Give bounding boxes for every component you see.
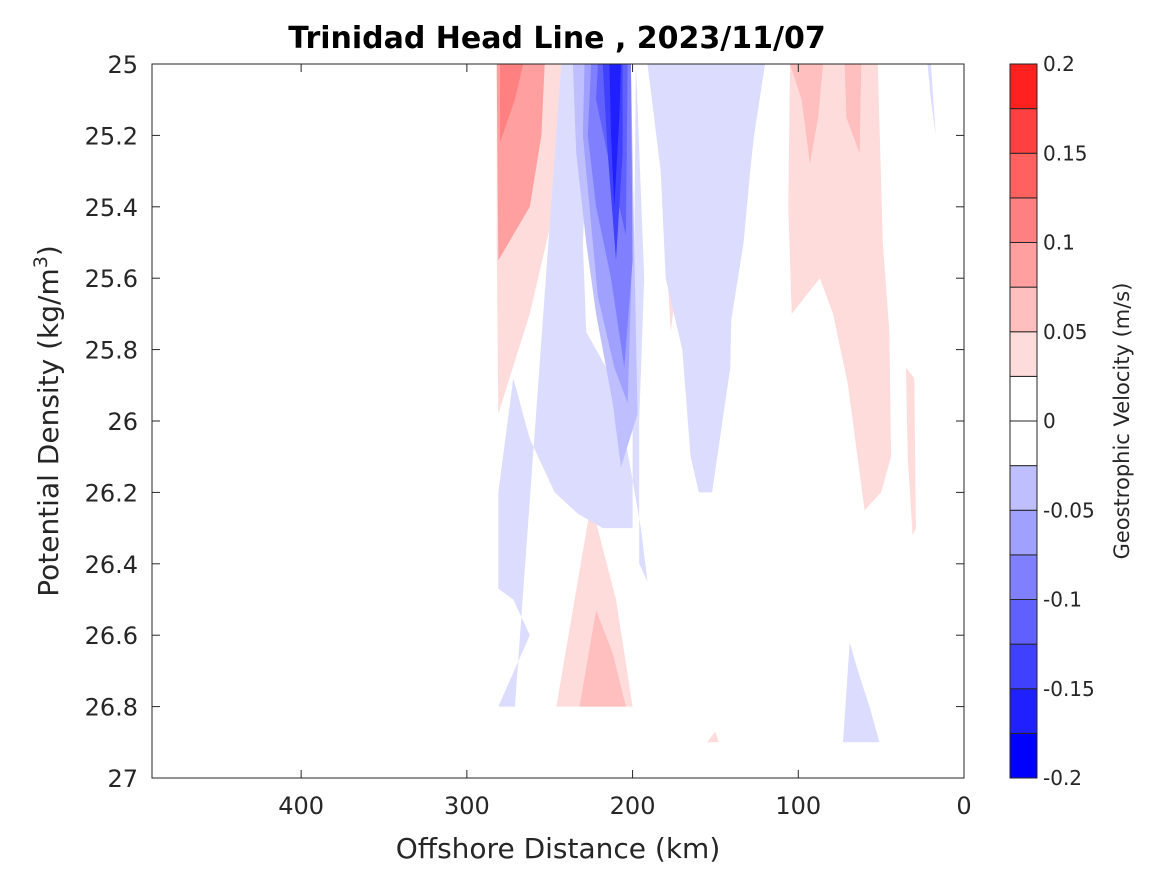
colorbar-label: Geostrophic Velocity (m/s) [1110, 283, 1134, 560]
y-ticks: 25 25.2 25.4 25.6 25.8 26 26.2 26.4 26.6 26.8 27 [85, 51, 964, 793]
contour-region-2 [500, 64, 524, 143]
contour-fills [496, 64, 936, 743]
contour-region-6 [790, 64, 824, 164]
colorbar-tick-label: -0.2 [1043, 766, 1082, 790]
y-tick-label: 27 [107, 765, 138, 793]
colorbar-tick-label: 0.2 [1043, 52, 1075, 76]
contour-region-8 [906, 367, 916, 536]
y-tick-label: 26 [107, 408, 138, 436]
y-tick-label: 26.6 [85, 622, 138, 650]
y-tick-label: 26.8 [85, 694, 138, 722]
colorbar-swatch [1009, 420, 1038, 467]
colorbar-tick-label: 0.05 [1043, 320, 1088, 344]
y-axis-label-superscript: 3 [30, 256, 52, 268]
y-tick-label: 25.8 [85, 337, 138, 365]
colorbar-swatches [1009, 63, 1038, 779]
x-ticks: 400 300 200 100 0 [278, 64, 972, 820]
colorbar: -0.2 -0.15 -0.1 -0.05 0 0.05 0.1 0.15 0.2 Geostr… [1009, 52, 1134, 790]
contour-region-18 [609, 64, 621, 207]
contour-region-9 [556, 503, 633, 707]
colorbar-swatch [1009, 152, 1038, 199]
y-tick-label: 26.2 [85, 479, 138, 507]
colorbar-swatch [1009, 554, 1038, 600]
x-axis-label: Offshore Distance (km) [396, 832, 721, 865]
contour-region-5 [788, 64, 892, 511]
y-tick-label: 25 [107, 51, 138, 79]
x-tick-label: 0 [956, 792, 971, 820]
colorbar-swatch [1009, 286, 1038, 333]
colorbar-swatch [1009, 688, 1038, 734]
colorbar-tick-label: -0.05 [1043, 498, 1095, 522]
colorbar-swatch [1009, 509, 1038, 556]
colorbar-tick-label: 0.15 [1043, 141, 1088, 165]
chart-title: Trinidad Head Line , 2023/11/07 [288, 21, 825, 56]
colorbar-swatch [1009, 331, 1038, 377]
x-tick-label: 200 [610, 792, 656, 820]
colorbar-swatch [1009, 108, 1038, 154]
y-tick-label: 25.2 [85, 122, 138, 150]
colorbar-tick-label: 0.1 [1043, 231, 1075, 255]
y-axis-label-close: ) [32, 245, 65, 256]
colorbar-swatch [1009, 599, 1038, 645]
contour-region-12 [498, 64, 766, 707]
colorbar-swatch [1009, 197, 1038, 243]
y-axis-label: Potential Density (kg/m3) [30, 245, 65, 597]
contour-region-11 [707, 731, 719, 743]
colorbar-swatch [1009, 242, 1038, 288]
x-tick-label: 100 [775, 792, 821, 820]
contour-region-20 [843, 642, 880, 743]
contour-region-7 [844, 64, 862, 154]
colorbar-tick-label: -0.15 [1043, 677, 1095, 701]
colorbar-tick-label: 0 [1043, 409, 1056, 433]
colorbar-swatch [1009, 732, 1038, 779]
y-axis-label-main: Potential Density (kg/m [32, 268, 65, 597]
x-tick-label: 300 [444, 792, 490, 820]
x-tick-label: 400 [278, 792, 324, 820]
colorbar-ticks: -0.2 -0.15 -0.1 -0.05 0 0.05 0.1 0.15 0.2 [1043, 52, 1095, 790]
contour-region-10 [579, 610, 626, 707]
colorbar-frame [1009, 63, 1038, 779]
y-tick-label: 25.6 [85, 265, 138, 293]
y-tick-label: 26.4 [85, 551, 138, 579]
colorbar-swatch [1009, 643, 1038, 690]
colorbar-swatch [1009, 63, 1038, 110]
y-tick-label: 25.4 [85, 194, 138, 222]
colorbar-tick-label: -0.1 [1043, 588, 1082, 612]
contour-region-19 [927, 64, 936, 136]
colorbar-swatch [1009, 375, 1038, 422]
plot-area: 400 300 200 100 0 25 25.2 25.4 25.6 25.8 26 26.2 26… [85, 51, 972, 820]
colorbar-swatch [1009, 465, 1038, 511]
